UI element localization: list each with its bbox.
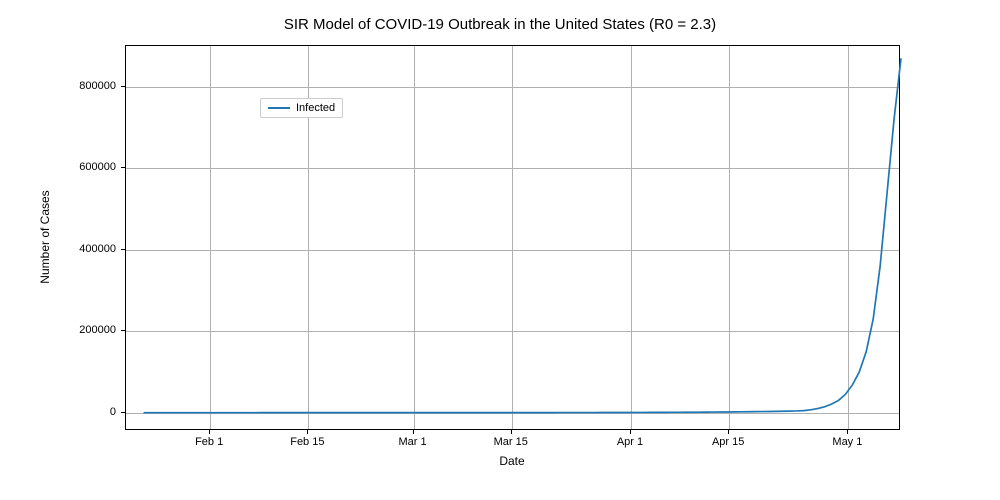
xtick-label: May 1 <box>832 436 862 448</box>
x-axis-label: Date <box>499 454 524 468</box>
plot-area: Infected <box>125 45 900 430</box>
xtick-label: Mar 15 <box>494 436 528 448</box>
ytick-label: 200000 <box>79 324 116 336</box>
legend: Infected <box>260 98 343 118</box>
xtick-mark <box>511 430 512 434</box>
xtick-mark <box>847 430 848 434</box>
xtick-label: Apr 15 <box>712 436 744 448</box>
xtick-mark <box>307 430 308 434</box>
xtick-mark <box>209 430 210 434</box>
ytick-label: 400000 <box>79 243 116 255</box>
xtick-label: Feb 15 <box>290 436 324 448</box>
chart-container: SIR Model of COVID-19 Outbreak in the Un… <box>0 0 1000 500</box>
line-series-svg <box>126 46 899 429</box>
legend-label: Infected <box>296 102 335 114</box>
xtick-label: Feb 1 <box>195 436 223 448</box>
xtick-label: Apr 1 <box>617 436 643 448</box>
ytick-label: 0 <box>110 406 116 418</box>
xtick-mark <box>413 430 414 434</box>
ytick-label: 800000 <box>79 80 116 92</box>
xtick-label: Mar 1 <box>398 436 426 448</box>
ytick-label: 600000 <box>79 161 116 173</box>
legend-swatch <box>268 107 290 109</box>
infected-line <box>144 58 901 412</box>
chart-title: SIR Model of COVID-19 Outbreak in the Un… <box>0 16 1000 33</box>
y-axis-label: Number of Cases <box>38 190 52 283</box>
xtick-mark <box>728 430 729 434</box>
xtick-mark <box>630 430 631 434</box>
